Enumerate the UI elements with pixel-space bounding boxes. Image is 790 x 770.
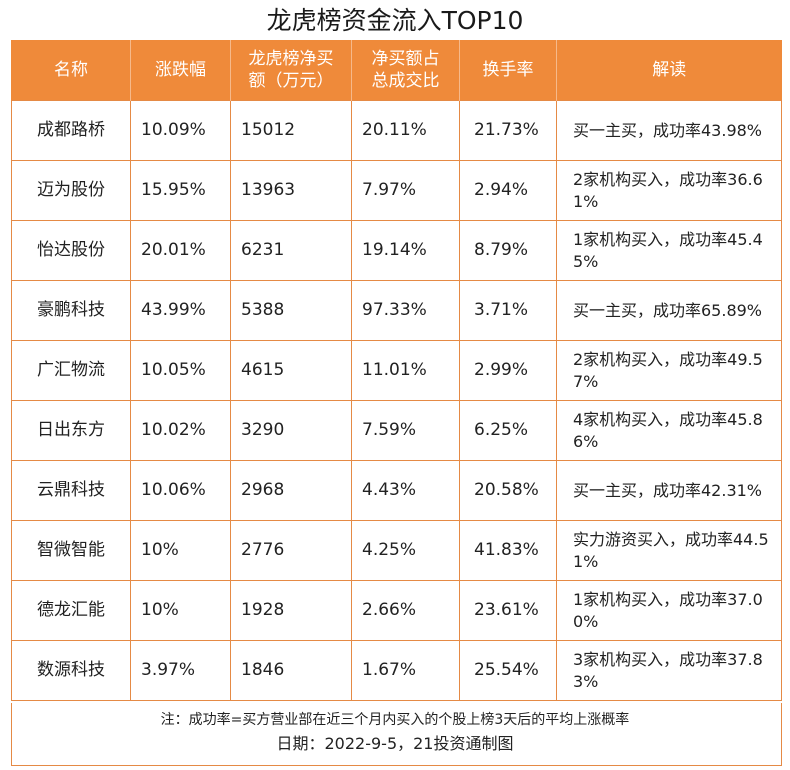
change-cell: 10% — [130, 520, 231, 581]
stock-name-cell: 智微智能 — [11, 520, 131, 581]
ratio-cell: 4.43% — [351, 460, 460, 521]
header-row: 名称 涨跌幅 龙虎榜净买 额（万元） 净买额占 总成交比 换手率 解读 — [11, 40, 782, 101]
turnover-cell: 21.73% — [459, 100, 557, 161]
stock-name-cell: 日出东方 — [11, 400, 131, 461]
footer-box — [11, 703, 782, 766]
ratio-cell: 4.25% — [351, 520, 460, 581]
header-ratio-line1: 净买额占 — [371, 49, 440, 69]
turnover-cell: 2.99% — [459, 340, 557, 401]
stock-name-cell: 数源科技 — [11, 640, 131, 701]
turnover-cell: 3.71% — [459, 280, 557, 341]
ratio-cell: 1.67% — [351, 640, 460, 701]
stock-name-cell: 广汇物流 — [11, 340, 131, 401]
note-cell: 4家机构买入，成功率45.86% — [556, 400, 782, 461]
footer-date-source: 日期：2022-9-5，21投资通制图 — [276, 734, 514, 753]
turnover-cell: 41.83% — [459, 520, 557, 581]
ratio-cell: 7.97% — [351, 160, 460, 221]
net-buy-cell: 3290 — [230, 400, 352, 461]
note-cell: 实力游资买入，成功率44.51% — [556, 520, 782, 581]
header-net-buy-line2: 额（万元） — [248, 71, 334, 91]
header-ratio-line2: 总成交比 — [371, 71, 440, 91]
header-turnover: 换手率 — [459, 40, 557, 101]
table-row: 广汇物流 10.05% 4615 11.01% 2.99% 2家机构买入，成功率49.57… — [11, 340, 782, 401]
note-cell: 1家机构买入，成功率45.45% — [556, 220, 782, 281]
change-cell: 43.99% — [130, 280, 231, 341]
table-row: 德龙汇能 10% 1928 2.66% 23.61% 1家机构买入，成功率37.00% — [11, 580, 782, 641]
note-cell: 买一主买，成功率65.89% — [556, 280, 782, 341]
ratio-cell: 20.11% — [351, 100, 460, 161]
note-cell: 3家机构买入，成功率37.83% — [556, 640, 782, 701]
net-buy-cell: 4615 — [230, 340, 352, 401]
table-row: 数源科技 3.97% 1846 1.67% 25.54% 3家机构买入，成功率37.83% — [11, 640, 782, 701]
turnover-cell: 6.25% — [459, 400, 557, 461]
stock-name-cell: 豪鹏科技 — [11, 280, 131, 341]
change-cell: 10.02% — [130, 400, 231, 461]
turnover-cell: 2.94% — [459, 160, 557, 221]
net-buy-cell: 6231 — [230, 220, 352, 281]
net-buy-cell: 2968 — [230, 460, 352, 521]
table-row: 迈为股份 15.95% 13963 7.97% 2.94% 2家机构买入，成功率36.61… — [11, 160, 782, 221]
turnover-cell: 20.58% — [459, 460, 557, 521]
change-cell: 10.05% — [130, 340, 231, 401]
change-cell: 10% — [130, 580, 231, 641]
change-cell: 10.09% — [130, 100, 231, 161]
stock-name-cell: 怡达股份 — [11, 220, 131, 281]
table-row: 成都路桥 10.09% 15012 20.11% 21.73% 买一主买，成功率43.98… — [11, 100, 782, 161]
net-buy-cell: 5388 — [230, 280, 352, 341]
turnover-cell: 25.54% — [459, 640, 557, 701]
table-row: 智微智能 10% 2776 4.25% 41.83% 实力游资买入，成功率44.51% — [11, 520, 782, 581]
chart-title: 龙虎榜资金流入TOP10 — [266, 6, 524, 35]
stock-name-cell: 云鼎科技 — [11, 460, 131, 521]
header-net-buy-line1: 龙虎榜净买 — [248, 49, 334, 69]
net-buy-cell: 1846 — [230, 640, 352, 701]
note-cell: 买一主买，成功率42.31% — [556, 460, 782, 521]
net-buy-cell: 13963 — [230, 160, 352, 221]
table-row: 日出东方 10.02% 3290 7.59% 6.25% 4家机构买入，成功率45.86% — [11, 400, 782, 461]
stock-name-cell: 迈为股份 — [11, 160, 131, 221]
header-note: 解读 — [556, 40, 782, 101]
note-cell: 1家机构买入，成功率37.00% — [556, 580, 782, 641]
change-cell: 20.01% — [130, 220, 231, 281]
net-buy-cell: 1928 — [230, 580, 352, 641]
ratio-cell: 2.66% — [351, 580, 460, 641]
table-body: 成都路桥 10.09% 15012 20.11% 21.73% 买一主买，成功率43.98… — [11, 100, 782, 701]
ratio-cell: 7.59% — [351, 400, 460, 461]
table-row: 怡达股份 20.01% 6231 19.14% 8.79% 1家机构买入，成功率45.45… — [11, 220, 782, 281]
turnover-cell: 23.61% — [459, 580, 557, 641]
table-row: 豪鹏科技 43.99% 5388 97.33% 3.71% 买一主买，成功率65.89% — [11, 280, 782, 341]
ratio-cell: 97.33% — [351, 280, 460, 341]
footer-note: 注：成功率=买方营业部在近三个月内买入的个股上榜3天后的平均上涨概率 — [160, 712, 630, 728]
ratio-cell: 11.01% — [351, 340, 460, 401]
change-cell: 15.95% — [130, 160, 231, 221]
table-row: 云鼎科技 10.06% 2968 4.43% 20.58% 买一主买，成功率42.31% — [11, 460, 782, 521]
stock-name-cell: 成都路桥 — [11, 100, 131, 161]
note-cell: 2家机构买入，成功率49.57% — [556, 340, 782, 401]
change-cell: 3.97% — [130, 640, 231, 701]
header-ratio: 净买额占 总成交比 — [351, 40, 460, 101]
turnover-cell: 8.79% — [459, 220, 557, 281]
header-name: 名称 — [11, 40, 131, 101]
top10-table: 名称 涨跌幅 龙虎榜净买 额（万元） 净买额占 总成交比 换手率 解读 成都路桥… — [11, 40, 782, 701]
net-buy-cell: 2776 — [230, 520, 352, 581]
header-change: 涨跌幅 — [130, 40, 231, 101]
note-cell: 2家机构买入，成功率36.61% — [556, 160, 782, 221]
note-cell: 买一主买，成功率43.98% — [556, 100, 782, 161]
net-buy-cell: 15012 — [230, 100, 352, 161]
stock-name-cell: 德龙汇能 — [11, 580, 131, 641]
ratio-cell: 19.14% — [351, 220, 460, 281]
header-net-buy: 龙虎榜净买 额（万元） — [230, 40, 352, 101]
change-cell: 10.06% — [130, 460, 231, 521]
